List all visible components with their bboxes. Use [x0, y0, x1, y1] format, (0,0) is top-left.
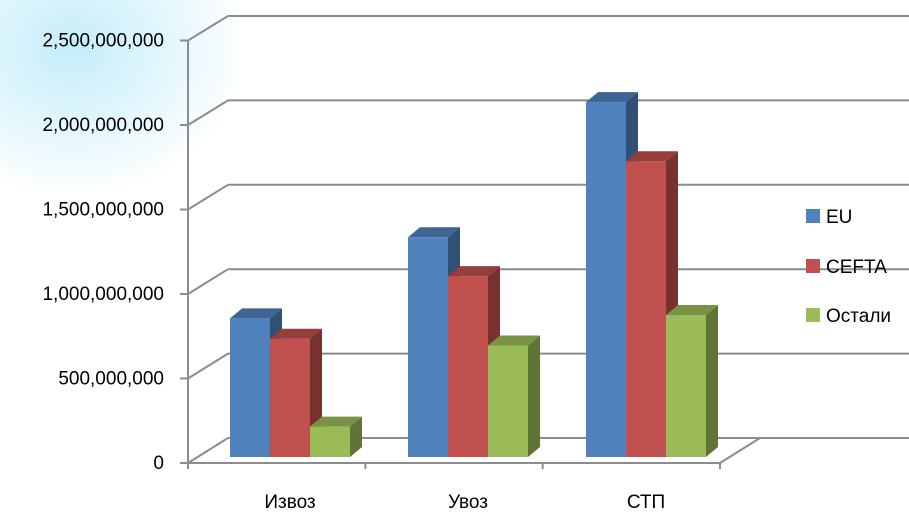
legend-label: CEFTA	[826, 257, 887, 278]
x-tick-label: Извоз	[264, 492, 315, 513]
legend-label: Остали	[826, 306, 891, 327]
background-glow	[0, 0, 240, 190]
y-tick-label: 1,000,000,000	[42, 284, 164, 305]
bar	[586, 102, 626, 457]
bar	[230, 318, 270, 457]
bar-side	[528, 335, 540, 457]
bar	[626, 161, 666, 457]
bar-side	[706, 305, 718, 457]
floor-right-edge	[719, 437, 761, 464]
y-tick-label: 2,500,000,000	[42, 31, 164, 52]
bar	[448, 276, 488, 457]
y-tick-label: 1,500,000,000	[42, 200, 164, 221]
gridline-side	[187, 268, 229, 295]
legend-swatch	[806, 209, 820, 223]
bar-top	[270, 328, 322, 339]
gridline-side	[187, 437, 229, 464]
bar-top	[586, 92, 638, 103]
legend-label: EU	[826, 207, 852, 228]
gridline-side	[187, 183, 229, 211]
bar	[270, 338, 310, 457]
gridline-side	[187, 352, 229, 380]
bar-top	[310, 416, 362, 427]
y-tick-label: 500,000,000	[58, 369, 164, 390]
bar-top	[488, 335, 540, 346]
legend-swatch	[806, 259, 820, 273]
bar-side	[350, 416, 362, 457]
bar	[408, 237, 448, 457]
legend-swatch	[806, 308, 820, 322]
bar-top	[666, 305, 718, 316]
y-tick-label: 2,000,000,000	[42, 115, 164, 136]
gridline-side	[187, 15, 229, 42]
bar-top	[230, 308, 282, 319]
bar-top	[448, 266, 500, 277]
bar-top	[408, 227, 460, 238]
gridline-side	[187, 99, 229, 126]
bar	[666, 315, 706, 457]
bar	[488, 345, 528, 457]
bar	[310, 426, 350, 457]
y-tick-label: 0	[153, 453, 164, 474]
x-tick-label: СТП	[627, 492, 665, 513]
bar-top	[626, 151, 678, 162]
x-tick-label: Увоз	[448, 492, 488, 513]
